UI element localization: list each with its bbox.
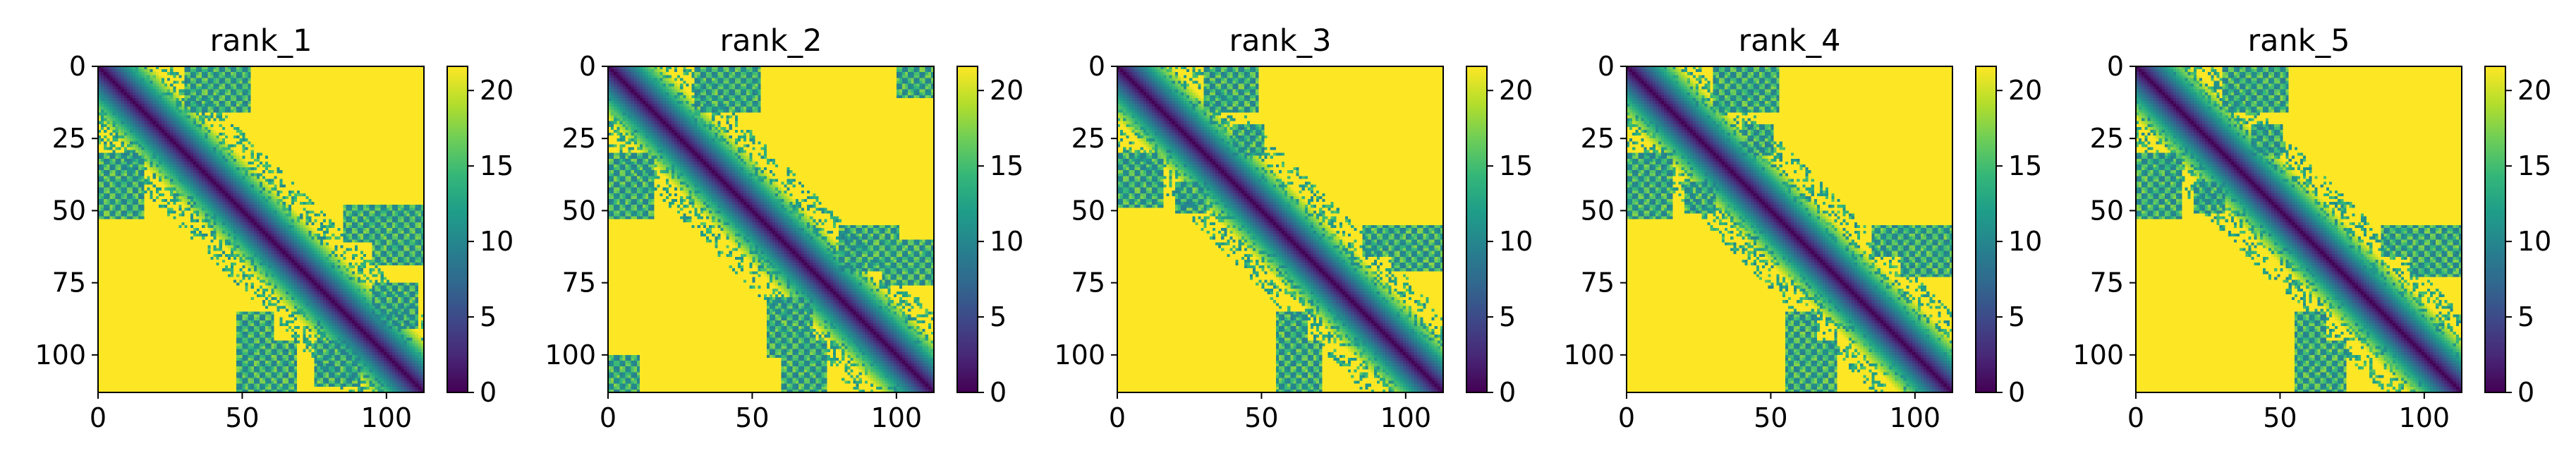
y-tick-label: 100 xyxy=(1563,339,1615,371)
colorbar-tick-label: 15 xyxy=(2517,150,2551,181)
colorbar-tick-label: 0 xyxy=(480,377,497,408)
x-tick-label: 50 xyxy=(1754,402,1787,433)
colorbar-frame xyxy=(2484,66,2506,393)
y-tick-label: 75 xyxy=(1581,267,1615,299)
colorbar-tick-label: 5 xyxy=(2517,301,2534,332)
x-tick-label: 50 xyxy=(1244,402,1278,433)
colorbar-tick-label: 5 xyxy=(480,301,497,332)
y-tick-label: 100 xyxy=(545,339,596,371)
panel-title: rank_1 xyxy=(209,23,312,59)
x-tick-label: 50 xyxy=(735,402,769,433)
x-tick-label: 100 xyxy=(2399,402,2450,433)
colorbar xyxy=(447,66,468,392)
colorbar-tick-label: 15 xyxy=(480,150,514,181)
x-tick-label: 100 xyxy=(1890,402,1941,433)
y-tick-label: 75 xyxy=(2090,267,2124,299)
x-tick-label: 0 xyxy=(600,402,616,433)
colorbar xyxy=(1466,66,1487,392)
plot-frame xyxy=(1117,66,1444,393)
panel-title: rank_5 xyxy=(2247,23,2350,59)
y-tick-label: 25 xyxy=(1071,123,1105,154)
colorbar xyxy=(2485,66,2505,392)
y-tick-label: 0 xyxy=(579,51,596,82)
y-tick-label: 50 xyxy=(1581,195,1615,226)
y-tick-label: 50 xyxy=(562,195,596,226)
plot-frame xyxy=(607,66,935,393)
colorbar-tick-label: 15 xyxy=(2008,150,2042,181)
plot-frame xyxy=(97,66,425,393)
x-tick-label: 50 xyxy=(225,402,259,433)
y-tick-label: 25 xyxy=(2090,123,2124,154)
colorbar-tick-label: 0 xyxy=(2517,377,2534,408)
y-tick-label: 75 xyxy=(1071,267,1105,299)
x-tick-label: 0 xyxy=(1618,402,1635,433)
x-tick-label: 0 xyxy=(2127,402,2144,433)
colorbar-tick-label: 0 xyxy=(1499,377,1516,408)
colorbar-frame xyxy=(1466,66,1488,393)
y-tick-label: 100 xyxy=(35,339,86,371)
colorbar-tick-label: 10 xyxy=(2008,226,2042,257)
colorbar-tick-label: 20 xyxy=(2008,75,2042,106)
y-tick-label: 0 xyxy=(1088,51,1105,82)
colorbar-tick-label: 5 xyxy=(990,301,1007,332)
colorbar-tick-label: 20 xyxy=(1499,75,1533,106)
colorbar-tick-label: 0 xyxy=(2008,377,2025,408)
y-tick-label: 100 xyxy=(1054,339,1105,371)
colorbar-tick-label: 0 xyxy=(990,377,1007,408)
colorbar xyxy=(1976,66,1996,392)
colorbar xyxy=(957,66,978,392)
y-tick-label: 50 xyxy=(1071,195,1105,226)
colorbar-tick-label: 5 xyxy=(1499,301,1516,332)
x-tick-label: 0 xyxy=(90,402,107,433)
distance-matrix-image xyxy=(608,66,934,392)
y-tick-label: 25 xyxy=(1581,123,1615,154)
colorbar-tick-label: 15 xyxy=(1499,150,1533,181)
distance-matrix-image xyxy=(1117,66,1443,392)
distance-matrix-image xyxy=(1627,66,1952,392)
y-tick-label: 25 xyxy=(52,123,86,154)
y-tick-label: 50 xyxy=(2090,195,2124,226)
colorbar-tick-label: 20 xyxy=(2517,75,2551,106)
colorbar-tick-label: 10 xyxy=(990,226,1023,257)
y-tick-label: 0 xyxy=(2107,51,2124,82)
distance-matrix-image xyxy=(2136,66,2462,392)
colorbar-tick-label: 15 xyxy=(990,150,1023,181)
colorbar-tick-label: 20 xyxy=(990,75,1023,106)
colorbar-tick-label: 10 xyxy=(480,226,514,257)
x-tick-label: 50 xyxy=(2263,402,2297,433)
plot-frame xyxy=(2135,66,2462,393)
y-tick-label: 0 xyxy=(69,51,86,82)
colorbar-frame xyxy=(956,66,978,393)
distance-matrix-image xyxy=(98,66,424,392)
colorbar-tick-label: 10 xyxy=(2517,226,2551,257)
y-tick-label: 100 xyxy=(2072,339,2124,371)
colorbar-frame xyxy=(446,66,468,393)
plot-frame xyxy=(1626,66,1953,393)
panel-title: rank_4 xyxy=(1738,23,1840,59)
panel-title: rank_2 xyxy=(719,23,822,59)
y-tick-label: 75 xyxy=(52,267,86,299)
colorbar-tick-label: 5 xyxy=(2008,301,2025,332)
x-tick-label: 100 xyxy=(1380,402,1432,433)
x-tick-label: 100 xyxy=(361,402,413,433)
colorbar-tick-label: 20 xyxy=(480,75,514,106)
colorbar-tick-label: 10 xyxy=(1499,226,1533,257)
y-tick-label: 75 xyxy=(562,267,596,299)
y-tick-label: 50 xyxy=(52,195,86,226)
x-tick-label: 0 xyxy=(1109,402,1126,433)
x-tick-label: 100 xyxy=(871,402,923,433)
y-tick-label: 25 xyxy=(562,123,596,154)
colorbar-frame xyxy=(1975,66,1997,393)
panel-title: rank_3 xyxy=(1229,23,1331,59)
y-tick-label: 0 xyxy=(1598,51,1615,82)
